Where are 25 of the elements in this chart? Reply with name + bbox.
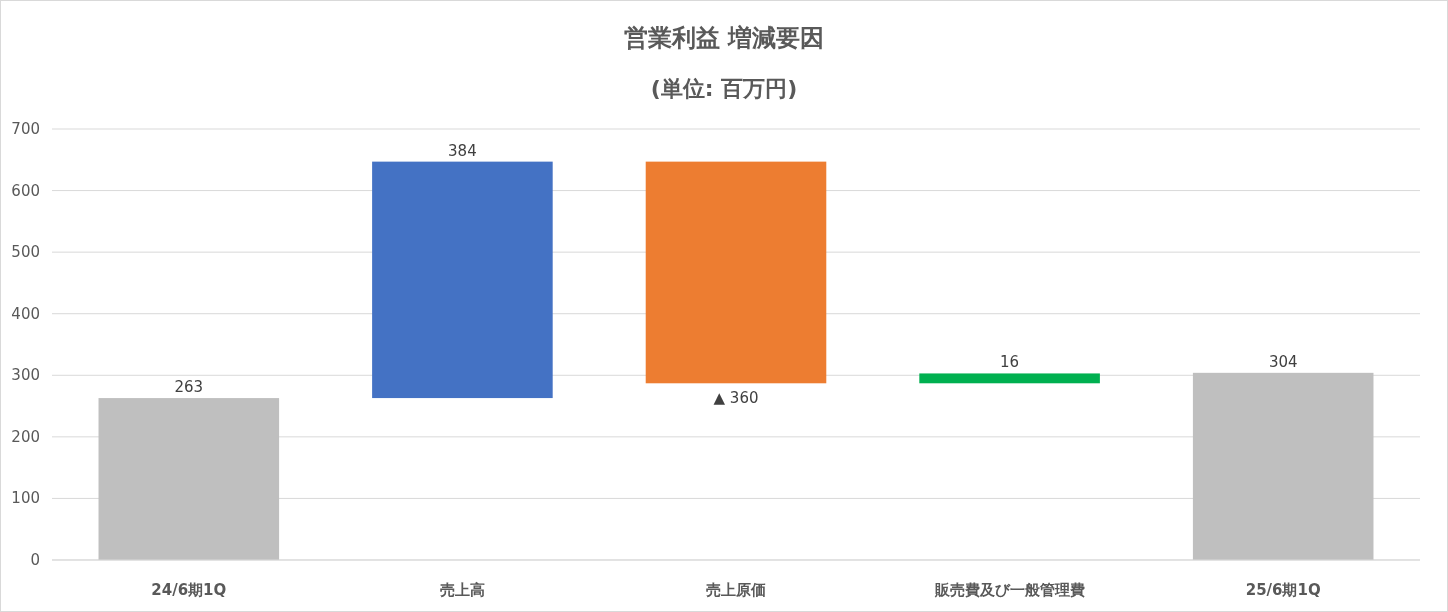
y-tick-label: 300 (11, 366, 40, 385)
data-label: 304 (1268, 352, 1298, 371)
bar (645, 161, 827, 384)
chart-subtitle: (単位: 百万円) (650, 76, 798, 101)
x-tick-label: 24/6期1Q (151, 581, 227, 599)
bar (98, 398, 280, 560)
x-tick-label: 売上高 (439, 581, 485, 599)
data-label: 384 (448, 141, 477, 160)
y-tick-label: 500 (11, 243, 40, 262)
y-tick-label: 400 (11, 304, 40, 323)
y-tick-label: 100 (11, 489, 40, 508)
y-tick-label: 700 (11, 120, 40, 138)
chart-title: 営業利益 増減要因 (623, 24, 825, 52)
data-label: 16 (1000, 353, 1020, 372)
data-label: 263 (174, 378, 204, 397)
x-tick-label: 販売費及び一般管理費 (933, 581, 1085, 599)
data-label: ▲ 360 (713, 389, 759, 408)
y-tick-label: 0 (30, 551, 40, 569)
bar (372, 161, 553, 399)
bar (919, 373, 1100, 384)
bar (1192, 372, 1374, 560)
y-tick-label: 200 (11, 427, 40, 446)
y-tick-label: 600 (11, 181, 40, 200)
x-tick-label: 25/6期1Q (1245, 581, 1321, 599)
x-tick-label: 売上原価 (706, 581, 766, 599)
